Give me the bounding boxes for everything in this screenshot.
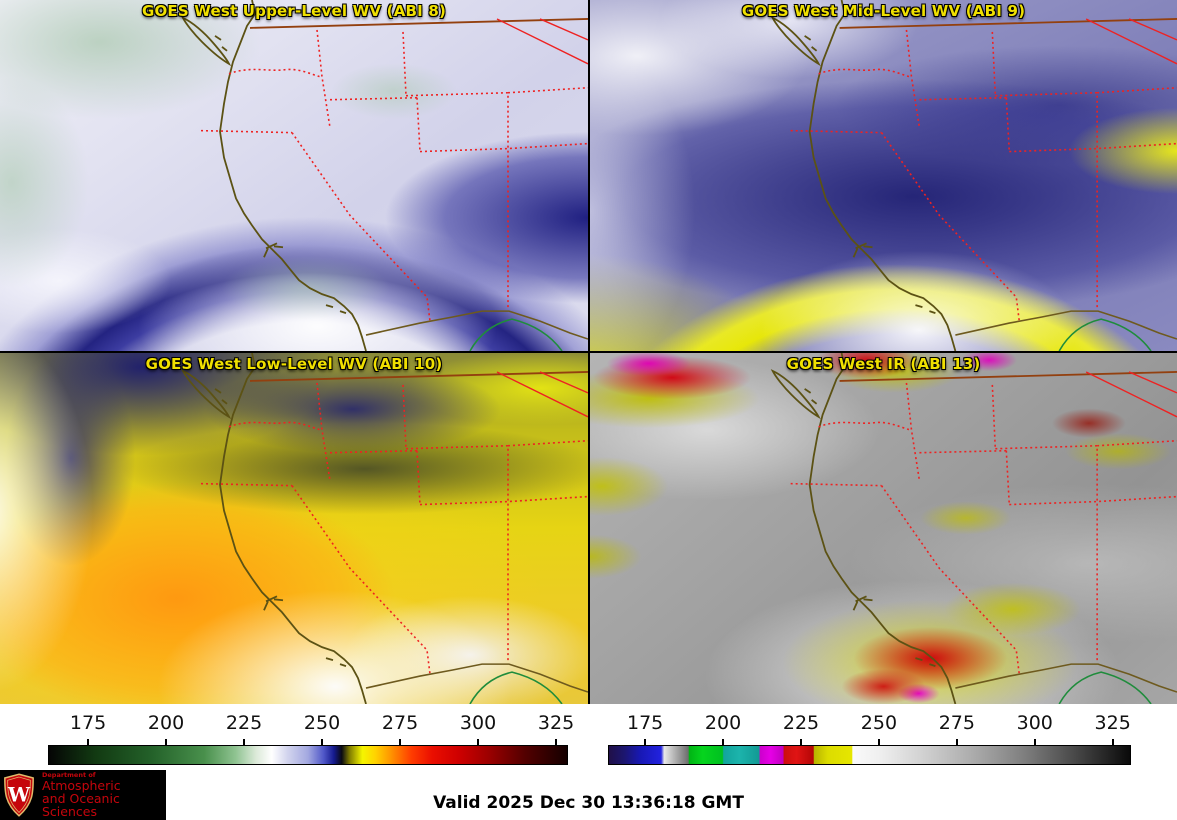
uw-monogram: W	[7, 783, 31, 807]
wv-colorbar: 175 200 225 250 275 300 325	[48, 712, 574, 766]
ir-colorbar-gradient	[608, 745, 1131, 765]
map-overlay	[770, 353, 1177, 704]
ir-colorbar: 175 200 225 250 275 300 325	[608, 712, 1131, 766]
ir-colorbar-ticks	[608, 739, 1131, 745]
colorbar-tick-label: 275	[381, 712, 419, 734]
colorbar-tick-mark	[165, 739, 168, 745]
footer: W Department of Atmospheric and Oceanic …	[0, 770, 1177, 820]
colorbar-tick-label: 225	[782, 712, 820, 734]
colorbar-tick-mark	[644, 739, 647, 745]
colorbar-tick-mark	[1033, 739, 1036, 745]
colorbar-tick-mark	[399, 739, 402, 745]
logo-text: Department of Atmospheric and Oceanic Sc…	[42, 770, 166, 819]
colorbar-tick-label: 200	[704, 712, 742, 734]
colorbar-tick-mark	[477, 739, 480, 745]
wv-colorbar-ticks	[48, 739, 568, 745]
panel-title-abi13: GOES West IR (ABI 13)	[786, 355, 981, 373]
logo-dept-prefix: Department of	[42, 770, 96, 779]
colorbar-strip: 175 200 225 250 275 300 325 175 200 225 250 275 300…	[0, 704, 1177, 770]
panel-low-level-wv: GOES West Low-Level WV (ABI 10)	[0, 353, 588, 704]
colorbar-tick-mark	[799, 739, 802, 745]
logo-line-1: Atmospheric	[42, 777, 121, 793]
colorbar-tick-mark	[955, 739, 958, 745]
colorbar-tick-label: 250	[860, 712, 898, 734]
panel-mid-level-wv: GOES West Mid-Level WV (ABI 9)	[590, 0, 1177, 351]
colorbar-tick-mark	[555, 739, 558, 745]
colorbar-tick-mark	[877, 739, 880, 745]
map-overlay	[181, 353, 588, 704]
colorbar-tick-mark	[321, 739, 324, 745]
satellite-quad-grid: GOES West Upper-Level WV (ABI 8)	[0, 0, 1177, 704]
wv-colorbar-labels: 175 200 225 250 275 300 325	[48, 712, 574, 739]
colorbar-tick-label: 275	[938, 712, 975, 734]
colorbar-tick-label: 225	[225, 712, 263, 734]
logo-line-2: and Oceanic Sciences	[42, 790, 120, 819]
panel-upper-level-wv: GOES West Upper-Level WV (ABI 8)	[0, 0, 588, 351]
map-slot	[0, 0, 588, 351]
map-overlay	[770, 0, 1177, 351]
colorbar-tick-label: 200	[147, 712, 185, 734]
colorbar-tick-label: 175	[69, 712, 107, 734]
colorbar-tick-mark	[243, 739, 246, 745]
panel-ir: GOES West IR (ABI 13)	[590, 353, 1177, 704]
ir-colorbar-labels: 175 200 225 250 275 300 325	[608, 712, 1131, 739]
colorbar-tick-label: 325	[537, 712, 575, 734]
colorbar-tick-mark	[1111, 739, 1114, 745]
colorbar-tick-label: 325	[1094, 712, 1131, 734]
map-overlay	[181, 0, 588, 351]
map-slot	[590, 353, 1177, 704]
colorbar-tick-mark	[722, 739, 725, 745]
panel-title-abi9: GOES West Mid-Level WV (ABI 9)	[741, 2, 1026, 20]
colorbar-tick-label: 300	[459, 712, 497, 734]
colorbar-tick-label: 250	[303, 712, 341, 734]
colorbar-tick-label: 300	[1016, 712, 1053, 734]
aos-logo: W Department of Atmospheric and Oceanic …	[0, 770, 166, 820]
colorbar-tick-label: 175	[626, 712, 664, 734]
colorbar-tick-mark	[87, 739, 90, 745]
valid-timestamp: Valid 2025 Dec 30 13:36:18 GMT	[433, 793, 744, 813]
map-slot	[590, 0, 1177, 351]
panel-title-abi8: GOES West Upper-Level WV (ABI 8)	[141, 2, 447, 20]
uw-crest-icon: W	[4, 773, 34, 817]
wv-colorbar-gradient	[48, 745, 568, 765]
panel-title-abi10: GOES West Low-Level WV (ABI 10)	[145, 355, 443, 373]
map-slot	[0, 353, 588, 704]
